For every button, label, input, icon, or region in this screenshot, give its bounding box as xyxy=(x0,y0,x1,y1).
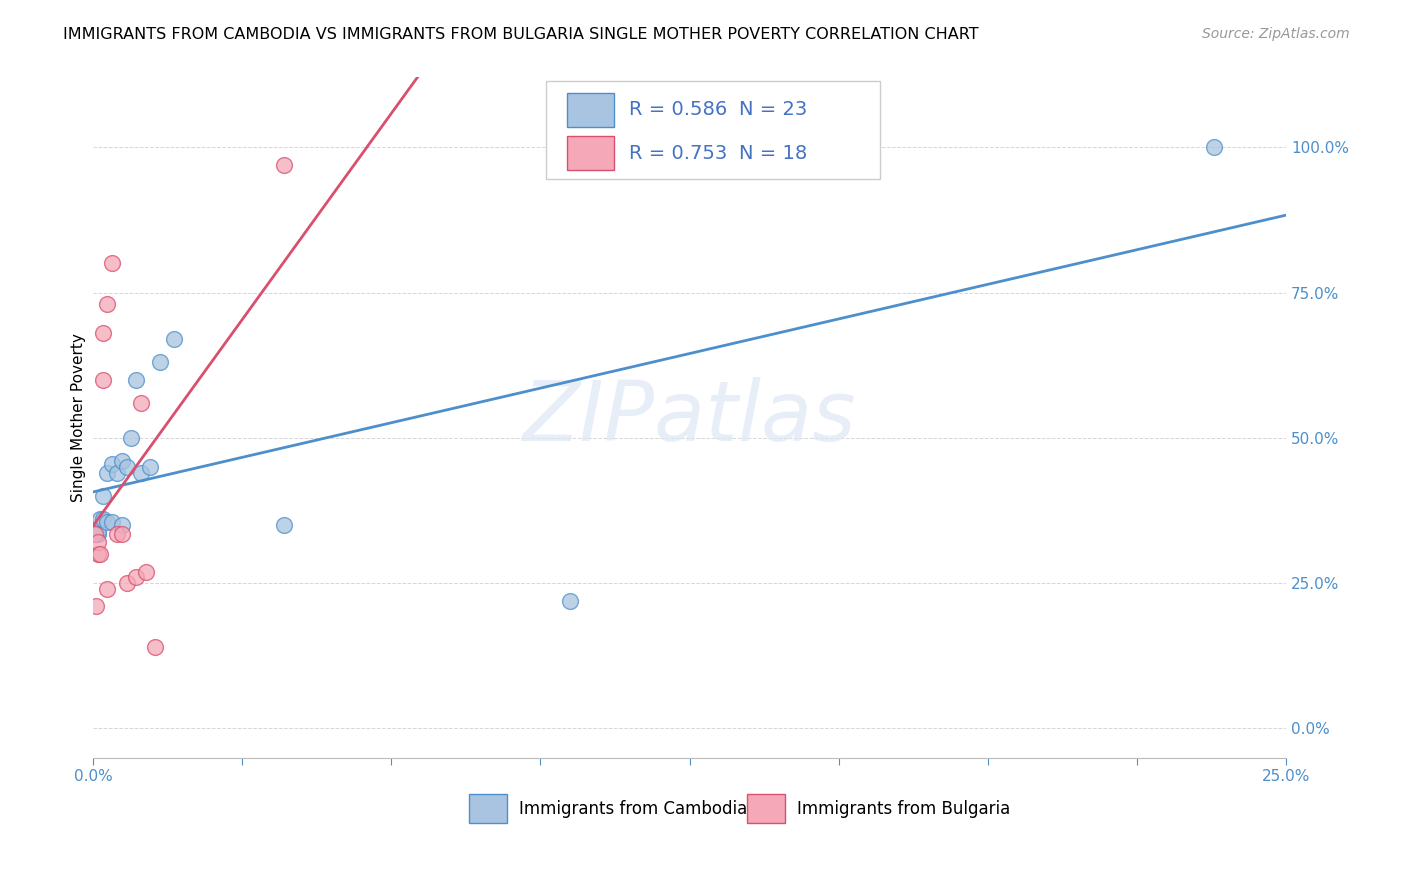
Point xyxy=(91,326,114,341)
FancyBboxPatch shape xyxy=(547,81,880,179)
Text: Immigrants from Bulgaria: Immigrants from Bulgaria xyxy=(797,799,1010,818)
Point xyxy=(560,593,582,607)
Y-axis label: Single Mother Poverty: Single Mother Poverty xyxy=(72,333,86,502)
Point xyxy=(163,332,186,346)
Point xyxy=(87,526,110,541)
Point xyxy=(96,582,118,596)
Point xyxy=(129,466,152,480)
Point xyxy=(84,599,107,614)
Point xyxy=(111,526,134,541)
FancyBboxPatch shape xyxy=(567,136,614,170)
FancyBboxPatch shape xyxy=(470,794,508,822)
Point xyxy=(143,640,166,654)
Point xyxy=(96,515,118,529)
Point xyxy=(129,396,152,410)
Point xyxy=(87,547,110,561)
Point xyxy=(1204,140,1226,154)
Text: R = 0.586: R = 0.586 xyxy=(628,101,727,120)
Point xyxy=(273,518,295,533)
Point xyxy=(149,355,172,369)
Point xyxy=(101,515,124,529)
Point xyxy=(105,466,128,480)
Point xyxy=(101,256,124,270)
Text: N = 23: N = 23 xyxy=(740,101,807,120)
Point xyxy=(91,373,114,387)
Text: Source: ZipAtlas.com: Source: ZipAtlas.com xyxy=(1202,27,1350,41)
Point xyxy=(87,524,110,538)
Point xyxy=(96,297,118,311)
Point xyxy=(139,459,162,474)
Point xyxy=(115,576,138,591)
Text: Immigrants from Cambodia: Immigrants from Cambodia xyxy=(519,799,747,818)
Point xyxy=(87,535,110,549)
FancyBboxPatch shape xyxy=(567,93,614,127)
FancyBboxPatch shape xyxy=(747,794,785,822)
Point xyxy=(105,526,128,541)
Point xyxy=(101,457,124,471)
Point xyxy=(115,459,138,474)
Text: IMMIGRANTS FROM CAMBODIA VS IMMIGRANTS FROM BULGARIA SINGLE MOTHER POVERTY CORRE: IMMIGRANTS FROM CAMBODIA VS IMMIGRANTS F… xyxy=(63,27,979,42)
Point xyxy=(96,466,118,480)
Point xyxy=(125,570,148,584)
Point xyxy=(273,158,295,172)
Point xyxy=(89,547,111,561)
Text: N = 18: N = 18 xyxy=(740,144,807,162)
Point xyxy=(135,565,157,579)
Text: ZIPatlas: ZIPatlas xyxy=(523,377,856,458)
Text: R = 0.753: R = 0.753 xyxy=(628,144,727,162)
Point xyxy=(125,373,148,387)
Point xyxy=(111,454,134,468)
Point xyxy=(89,512,111,526)
Point xyxy=(91,489,114,503)
Point xyxy=(83,526,105,541)
Point xyxy=(91,512,114,526)
Point xyxy=(120,431,142,445)
Point xyxy=(111,518,134,533)
Point xyxy=(84,526,107,541)
